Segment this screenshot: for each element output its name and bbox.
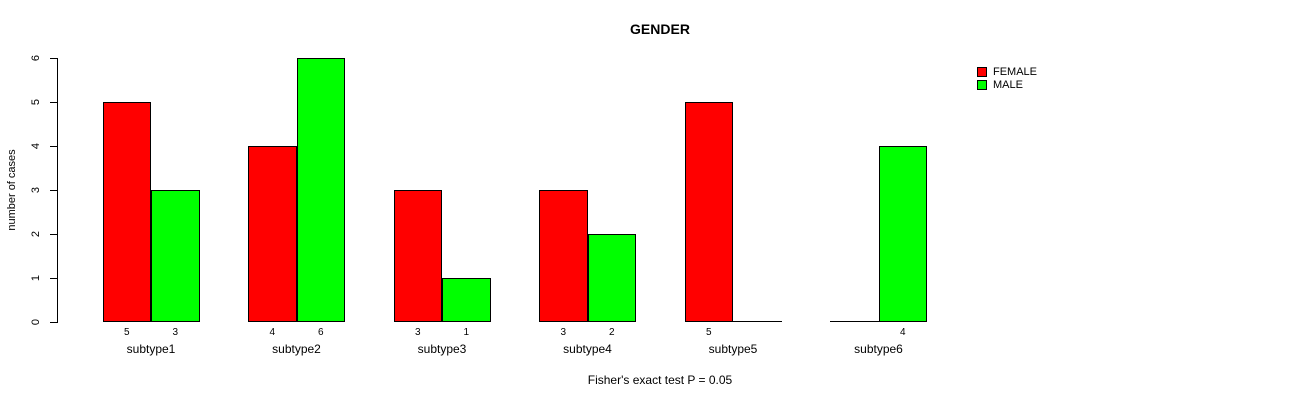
bar-male-subtype2 [296, 58, 345, 322]
y-axis-title: number of cases [6, 149, 18, 231]
chart-caption: Fisher's exact test P = 0.05 [587, 373, 733, 387]
y-axis-tick-label: 5 [30, 98, 42, 106]
y-axis-tick [50, 189, 57, 191]
bar-male-subtype3 [442, 278, 491, 322]
y-axis-tick [50, 321, 57, 323]
legend-swatch-female [977, 66, 987, 77]
y-axis-tick-label: 3 [30, 186, 42, 194]
bar-value-label: 4 [269, 327, 276, 338]
bar-value-label: 5 [123, 327, 130, 338]
bar-value-label: 6 [317, 327, 324, 338]
bar-value-label: 4 [899, 327, 906, 338]
category-label-subtype2: subtype2 [272, 342, 321, 356]
bar-female-subtype4 [539, 190, 588, 322]
legend: FEMALE MALE [977, 65, 1037, 91]
bar-female-subtype5 [684, 102, 733, 322]
y-axis-tick-label: 4 [30, 142, 42, 150]
legend-label-male: MALE [993, 78, 1023, 91]
y-axis-tick [50, 57, 57, 59]
legend-entry-female: FEMALE [977, 65, 1037, 78]
legend-swatch-male [977, 79, 987, 90]
category-label-subtype6: subtype6 [854, 342, 903, 356]
bar-value-label: 1 [463, 327, 470, 338]
bar-male-subtype1 [151, 190, 200, 322]
bar-value-label: 3 [560, 327, 567, 338]
bar-value-label: 3 [414, 327, 421, 338]
bar-female-subtype3 [393, 190, 442, 322]
category-label-subtype1: subtype1 [126, 342, 176, 356]
category-label-subtype5: subtype5 [708, 342, 758, 356]
legend-entry-male: MALE [977, 78, 1037, 91]
bar-female-subtype1 [102, 102, 151, 322]
bar-male-subtype5-zero-baseline [733, 321, 782, 322]
y-axis-tick-label: 6 [30, 54, 42, 62]
y-axis-tick-label: 1 [30, 274, 42, 282]
y-axis-tick-label: 2 [30, 230, 42, 238]
bar-value-label: 2 [608, 327, 615, 338]
bar-value-label: 5 [705, 327, 712, 338]
y-axis-tick [50, 145, 57, 147]
y-axis-tick [50, 277, 57, 279]
category-label-subtype3: subtype3 [417, 342, 467, 356]
bar-female-subtype2 [248, 146, 297, 322]
y-axis-tick [50, 233, 57, 235]
bar-male-subtype6 [878, 146, 927, 322]
y-axis-line [57, 58, 58, 323]
bar-male-subtype4 [587, 234, 636, 322]
y-axis-tick [50, 101, 57, 103]
y-axis-tick-label: 0 [30, 318, 42, 326]
legend-label-female: FEMALE [993, 65, 1038, 78]
bar-value-label: 3 [172, 327, 179, 338]
category-label-subtype4: subtype4 [563, 342, 612, 356]
chart-title: GENDER [630, 21, 690, 37]
bar-female-subtype6-zero-baseline [830, 321, 879, 322]
